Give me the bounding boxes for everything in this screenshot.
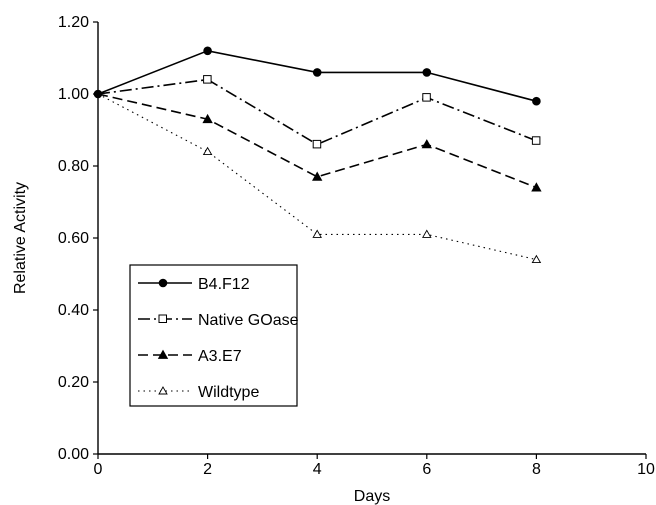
legend: B4.F12 Native GOase A3.E7 Wildtype <box>129 264 299 407</box>
x-tick-label: 0 <box>94 461 103 478</box>
legend-item: Native GOase <box>138 312 299 329</box>
data-point <box>312 68 322 77</box>
legend-marker <box>157 349 169 359</box>
series-native-goase <box>97 75 541 149</box>
y-tick-label: 0.60 <box>58 230 89 247</box>
y-axis-title: Relative Activity <box>12 182 29 294</box>
x-tick-label: 8 <box>532 461 541 478</box>
legend-label: Wildtype <box>198 384 259 401</box>
y-tick-label: 1.20 <box>58 14 89 31</box>
legend-label: B4.F12 <box>198 276 250 293</box>
legend-item: B4.F12 <box>138 276 250 293</box>
y-tick-label: 0.80 <box>58 158 89 175</box>
series-line <box>97 93 537 261</box>
y-axis-ticks: 0.00 0.20 0.40 0.60 0.80 1.00 1.20 <box>58 14 98 463</box>
series-b4-f12 <box>93 46 541 106</box>
data-point <box>312 139 322 149</box>
series-a3-e7 <box>97 93 542 192</box>
data-point <box>421 139 432 149</box>
y-tick-label: 0.00 <box>58 446 89 463</box>
legend-item: Wildtype <box>138 384 259 401</box>
legend-label: Native GOase <box>198 312 299 329</box>
data-point <box>202 146 213 156</box>
y-tick-label: 0.20 <box>58 374 89 391</box>
x-tick-label: 10 <box>637 461 655 478</box>
data-point <box>422 93 431 102</box>
data-point <box>531 182 542 192</box>
y-tick-label: 1.00 <box>58 86 89 103</box>
series-wildtype <box>97 93 542 264</box>
legend-item: A3.E7 <box>138 348 242 365</box>
data-point <box>203 46 212 56</box>
data-point <box>531 254 542 264</box>
data-point <box>202 113 213 124</box>
x-axis-title: Days <box>354 488 390 505</box>
legend-marker <box>158 314 167 323</box>
legend-marker <box>158 278 168 288</box>
data-point <box>203 75 212 84</box>
series-layer <box>93 46 542 264</box>
data-point <box>422 229 432 238</box>
data-point <box>312 229 322 238</box>
legend-box <box>129 264 298 407</box>
x-tick-label: 6 <box>422 461 431 478</box>
x-axis-ticks: 0 2 4 6 8 10 <box>94 454 655 478</box>
x-tick-label: 2 <box>203 461 212 478</box>
y-tick-label: 0.40 <box>58 302 89 319</box>
data-point <box>312 171 323 181</box>
legend-label: A3.E7 <box>198 348 242 365</box>
x-tick-label: 4 <box>313 461 322 478</box>
data-point <box>422 68 432 77</box>
legend-marker <box>158 386 168 395</box>
data-point <box>532 96 541 106</box>
data-point <box>531 136 541 145</box>
series-line <box>97 78 537 146</box>
